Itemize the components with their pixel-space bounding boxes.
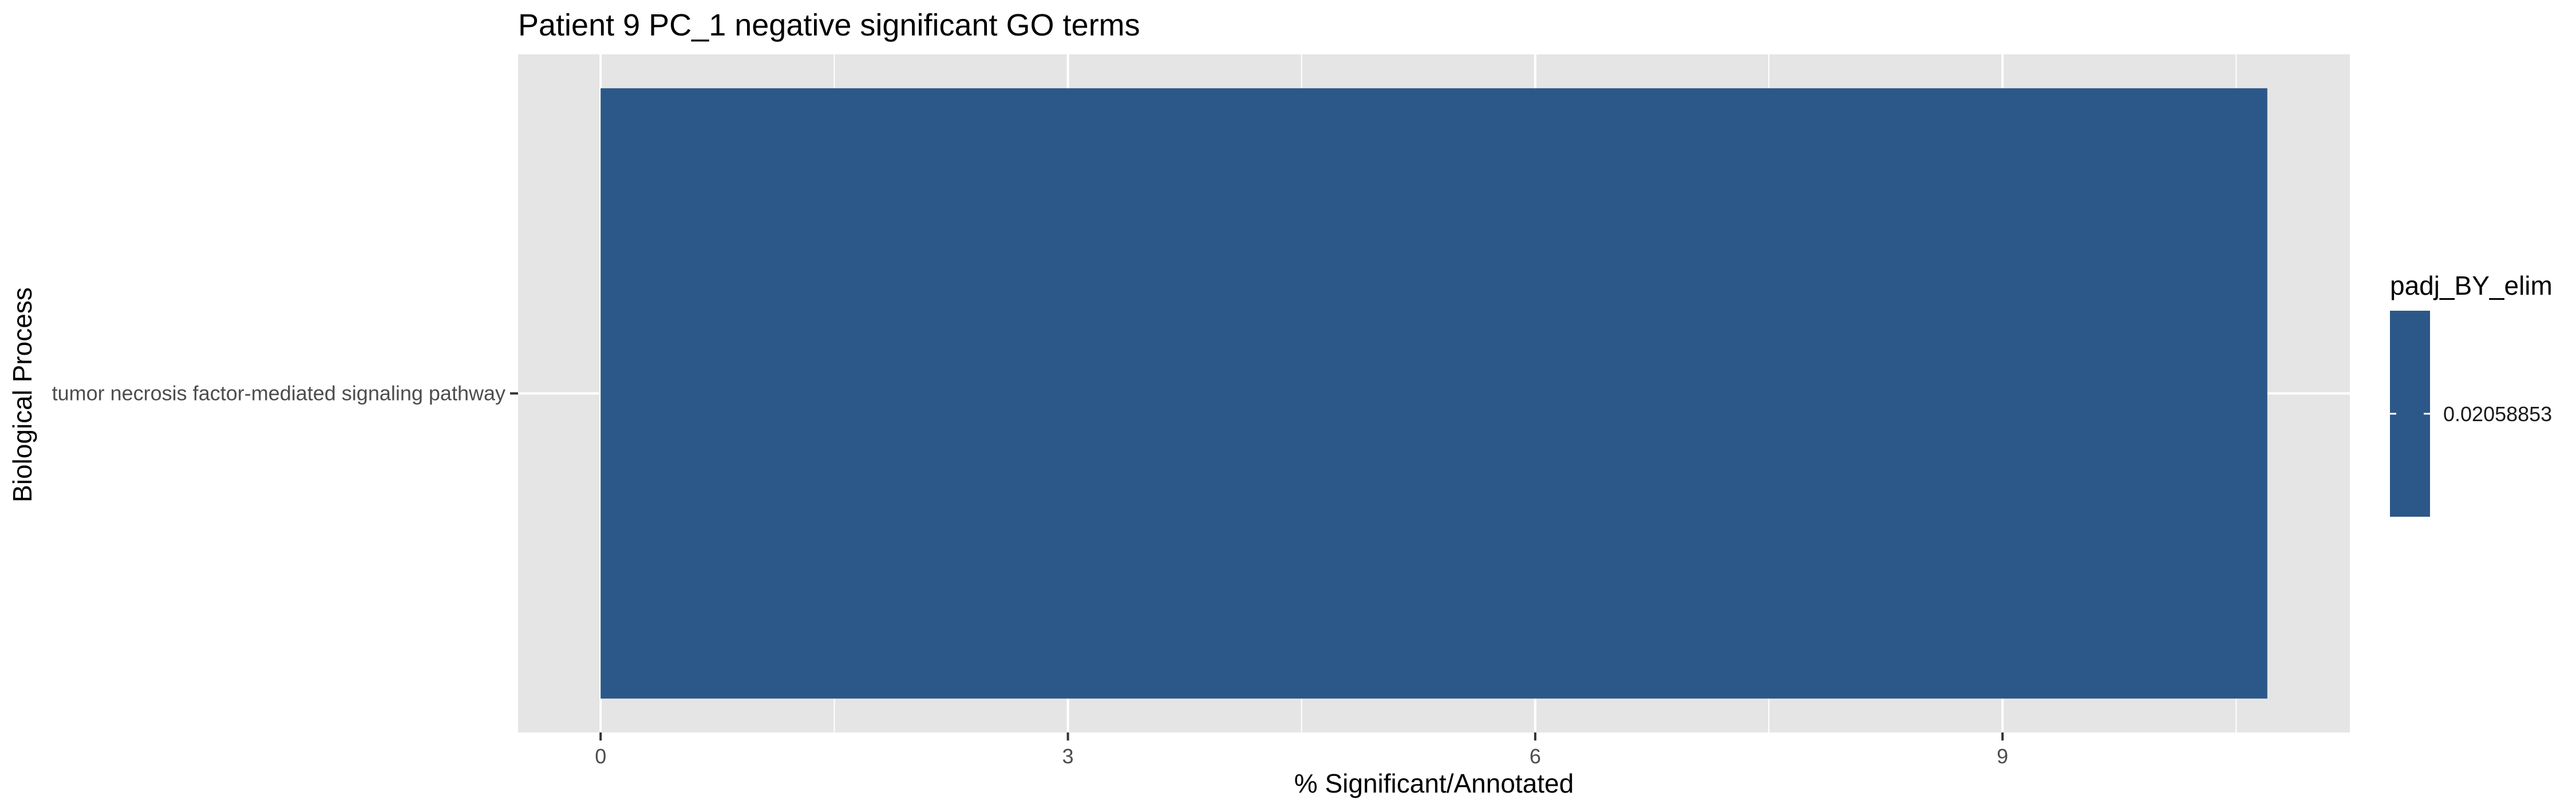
y-axis: tumor necrosis factor-mediated signaling… <box>52 382 518 405</box>
x-tick-label: 3 <box>1062 744 1074 768</box>
bar <box>600 88 2267 699</box>
x-tick-label: 9 <box>1997 744 2008 768</box>
legend-title: padj_BY_elim <box>2390 271 2553 300</box>
x-axis: 0 3 6 9 <box>595 732 2008 768</box>
x-axis-title: % Significant/Annotated <box>1294 769 1574 798</box>
legend: padj_BY_elim 0.02058853 <box>2390 271 2553 517</box>
x-tick-label: 0 <box>595 744 606 768</box>
chart-title: Patient 9 PC_1 negative significant GO t… <box>518 8 1140 42</box>
legend-label: 0.02058853 <box>2443 402 2552 426</box>
y-tick-label: tumor necrosis factor-mediated signaling… <box>52 382 505 405</box>
x-tick-label: 6 <box>1530 744 1541 768</box>
y-axis-title: Biological Process <box>7 287 37 502</box>
legend-color-key <box>2390 311 2430 517</box>
bars <box>600 88 2267 699</box>
